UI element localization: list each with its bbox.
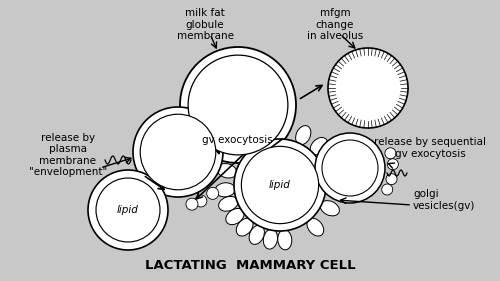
Ellipse shape	[215, 183, 235, 197]
Circle shape	[386, 174, 397, 185]
Ellipse shape	[218, 196, 238, 211]
Circle shape	[186, 198, 198, 210]
Text: lipid: lipid	[117, 205, 139, 215]
Circle shape	[234, 139, 326, 231]
Circle shape	[140, 114, 216, 190]
Text: LACTATING  MAMMARY CELL: LACTATING MAMMARY CELL	[144, 259, 356, 272]
Circle shape	[328, 48, 408, 128]
Ellipse shape	[249, 126, 264, 145]
Text: mfgm
change
in alveolus: mfgm change in alveolus	[307, 8, 363, 41]
Circle shape	[315, 133, 385, 203]
Ellipse shape	[273, 120, 287, 140]
Circle shape	[133, 107, 223, 197]
Circle shape	[96, 178, 160, 242]
Ellipse shape	[310, 137, 328, 155]
Circle shape	[195, 195, 207, 207]
Ellipse shape	[217, 164, 236, 178]
Circle shape	[388, 159, 398, 170]
Ellipse shape	[226, 209, 244, 225]
Circle shape	[242, 146, 318, 224]
Ellipse shape	[229, 141, 247, 158]
Ellipse shape	[296, 126, 311, 145]
Text: release by sequential
gv exocytosis: release by sequential gv exocytosis	[374, 137, 486, 159]
Ellipse shape	[307, 218, 324, 236]
Ellipse shape	[320, 201, 340, 216]
Ellipse shape	[325, 173, 345, 187]
Circle shape	[188, 55, 288, 155]
Text: golgi
vesicles(gv): golgi vesicles(gv)	[413, 189, 476, 211]
Ellipse shape	[278, 230, 292, 250]
Circle shape	[88, 170, 168, 250]
Ellipse shape	[236, 218, 253, 236]
Ellipse shape	[320, 154, 340, 169]
Circle shape	[206, 187, 218, 199]
Circle shape	[385, 148, 396, 159]
Circle shape	[322, 140, 378, 196]
Text: gv exocytosis: gv exocytosis	[202, 135, 272, 145]
Circle shape	[382, 184, 392, 195]
Text: release by
plasma
membrane
"envelopment": release by plasma membrane "envelopment"	[29, 133, 107, 177]
Circle shape	[180, 47, 296, 163]
Text: lipid: lipid	[269, 180, 291, 190]
Ellipse shape	[249, 225, 264, 244]
Text: milk fat
globule
membrane: milk fat globule membrane	[176, 8, 234, 41]
Ellipse shape	[264, 229, 278, 249]
